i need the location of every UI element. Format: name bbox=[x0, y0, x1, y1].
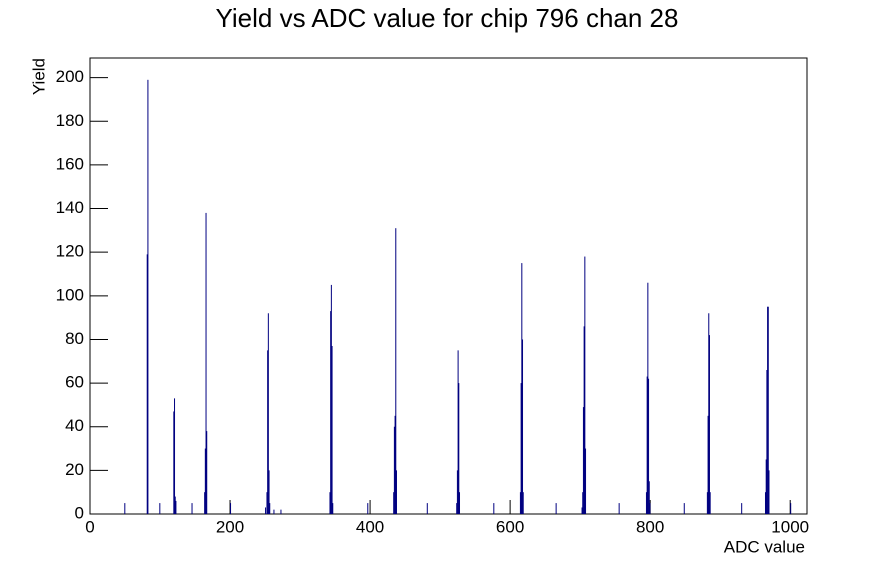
y-tick-label: 0 bbox=[75, 503, 84, 522]
x-tick-label: 400 bbox=[356, 517, 384, 536]
bar bbox=[765, 459, 767, 514]
bar bbox=[707, 415, 709, 514]
y-tick-label: 60 bbox=[65, 373, 84, 392]
bar bbox=[522, 339, 524, 514]
bar bbox=[520, 383, 522, 514]
bar bbox=[585, 448, 587, 514]
bar bbox=[331, 346, 333, 514]
bar bbox=[583, 326, 585, 514]
bar bbox=[394, 415, 396, 514]
y-tick-label: 80 bbox=[65, 329, 84, 348]
bar bbox=[768, 470, 770, 514]
bar bbox=[458, 383, 460, 514]
bar bbox=[766, 370, 768, 514]
bar bbox=[767, 306, 769, 514]
bar bbox=[618, 503, 620, 514]
bar bbox=[175, 500, 177, 514]
bar bbox=[159, 503, 161, 514]
bar bbox=[584, 256, 586, 514]
x-tick-label: 600 bbox=[496, 517, 524, 536]
chart-title: Yield vs ADC value for chip 796 chan 28 bbox=[216, 3, 679, 33]
bar bbox=[555, 503, 557, 514]
bar bbox=[124, 503, 126, 514]
x-tick-label: 200 bbox=[216, 517, 244, 536]
bar bbox=[146, 254, 148, 514]
bar bbox=[330, 311, 332, 514]
bar bbox=[265, 507, 267, 514]
bar bbox=[273, 509, 275, 514]
bar bbox=[173, 411, 175, 514]
bar bbox=[267, 350, 269, 514]
bar bbox=[708, 335, 710, 514]
y-tick-label: 40 bbox=[65, 416, 84, 435]
bar bbox=[649, 503, 651, 514]
bar bbox=[206, 431, 208, 514]
bar bbox=[332, 503, 334, 514]
x-tick-label: 1000 bbox=[771, 517, 809, 536]
bar bbox=[582, 492, 584, 514]
y-tick-label: 140 bbox=[56, 198, 84, 217]
frame bbox=[89, 57, 808, 515]
bar bbox=[790, 503, 792, 514]
bar bbox=[393, 492, 395, 514]
bar bbox=[267, 313, 269, 514]
x-tick-label: 0 bbox=[85, 517, 94, 536]
y-tick-label: 160 bbox=[56, 154, 84, 173]
bar bbox=[280, 509, 282, 514]
bar bbox=[741, 503, 743, 514]
y-tick-label: 200 bbox=[56, 67, 84, 86]
bar bbox=[395, 470, 397, 514]
bar bbox=[395, 228, 397, 514]
bar bbox=[174, 398, 176, 514]
bar bbox=[764, 492, 766, 514]
bar bbox=[147, 79, 149, 515]
bar bbox=[581, 507, 583, 514]
bar bbox=[330, 284, 332, 514]
bar bbox=[646, 376, 648, 514]
bar bbox=[205, 212, 207, 514]
bar bbox=[648, 481, 650, 514]
bar bbox=[493, 503, 495, 514]
bar bbox=[204, 492, 206, 514]
bar bbox=[708, 313, 710, 514]
bar bbox=[268, 470, 270, 514]
x-axis-label: ADC value bbox=[724, 537, 805, 556]
y-tick-label: 20 bbox=[65, 460, 84, 479]
bar bbox=[191, 503, 193, 514]
bar bbox=[645, 492, 647, 514]
y-tick-label: 180 bbox=[56, 111, 84, 130]
y-axis-label: Yield bbox=[29, 58, 48, 95]
bar bbox=[683, 503, 685, 514]
bar bbox=[230, 503, 232, 514]
bar bbox=[269, 503, 271, 514]
bar bbox=[521, 263, 523, 514]
bar bbox=[709, 492, 711, 514]
x-tick-label: 800 bbox=[636, 517, 664, 536]
bar bbox=[204, 448, 206, 514]
bar bbox=[519, 492, 521, 514]
bar bbox=[582, 407, 584, 514]
bar bbox=[367, 503, 369, 514]
bar bbox=[329, 492, 331, 514]
bar bbox=[522, 492, 524, 514]
bar bbox=[174, 496, 176, 514]
bar bbox=[456, 470, 458, 514]
y-tick-label: 100 bbox=[56, 285, 84, 304]
bar bbox=[459, 492, 461, 514]
bar bbox=[393, 426, 395, 514]
bar bbox=[266, 492, 268, 514]
bar bbox=[648, 378, 650, 514]
bar bbox=[456, 503, 458, 514]
y-tick-label: 120 bbox=[56, 242, 84, 261]
bar bbox=[457, 350, 459, 514]
bar bbox=[647, 282, 649, 514]
bar bbox=[706, 492, 708, 514]
bar bbox=[426, 503, 428, 514]
bar bbox=[767, 306, 769, 514]
